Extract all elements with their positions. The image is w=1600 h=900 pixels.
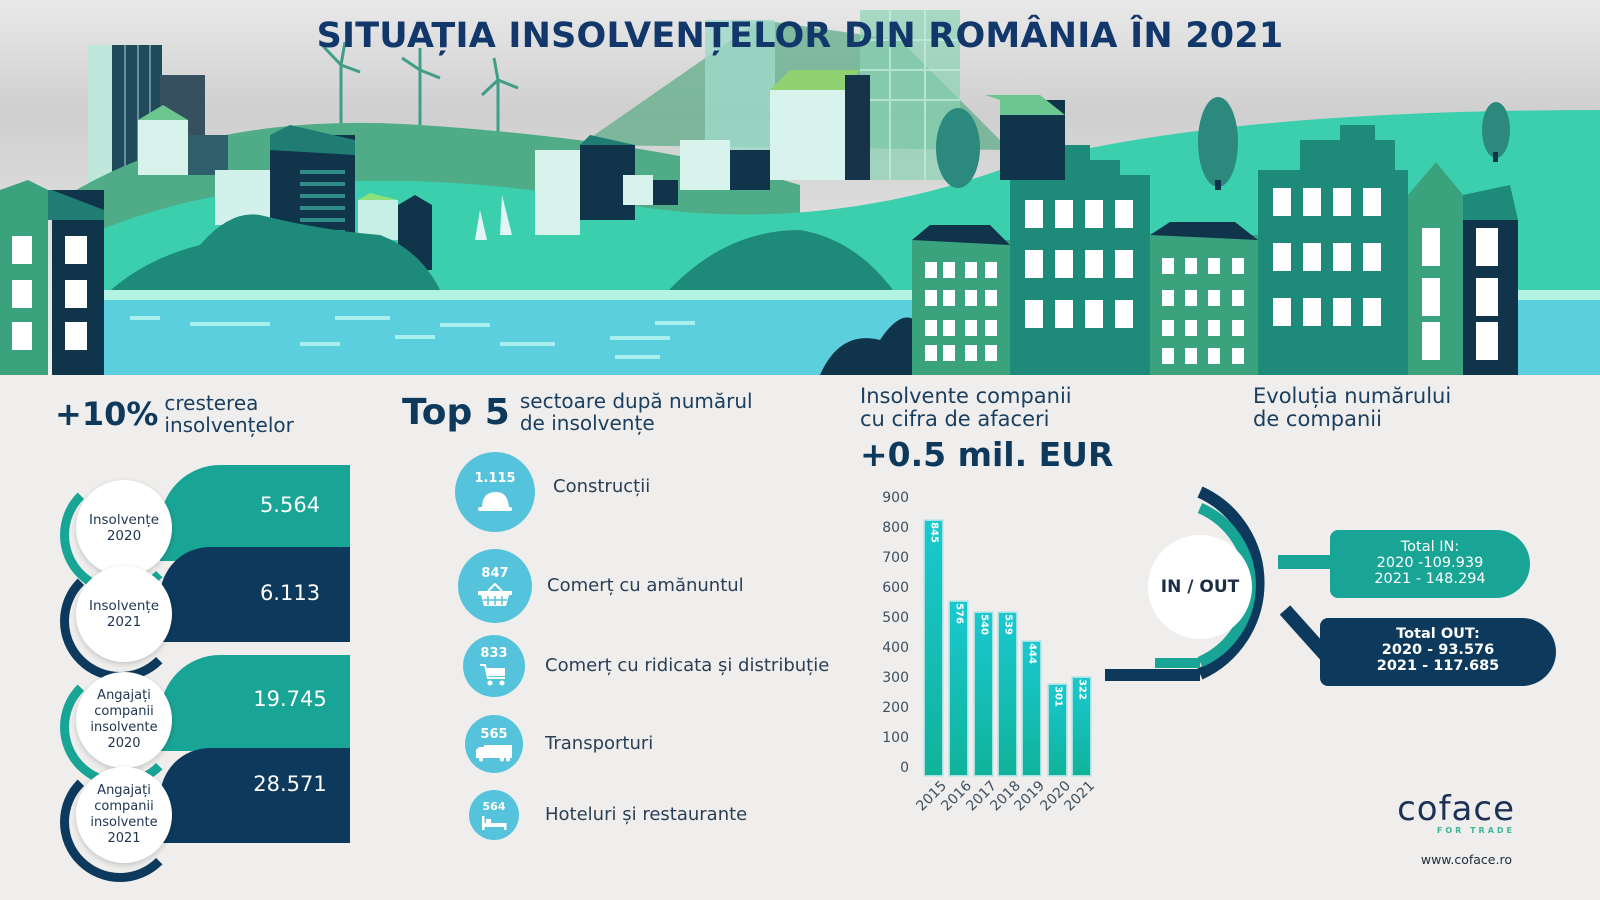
stat-label: Insolvențe 2021 <box>76 566 172 662</box>
stat-band <box>160 547 350 642</box>
bar-2017: 540 <box>975 613 992 775</box>
basket-icon <box>478 582 512 606</box>
stat-label: Angajați companii insolvente 2020 <box>76 672 172 768</box>
sector-badge: 833 <box>463 635 525 697</box>
evolution-header: Evoluția numărului de companii <box>1253 384 1452 431</box>
sector-item: 847 Comerț cu amănuntul <box>455 549 744 623</box>
bar-2020: 301 <box>1049 685 1066 775</box>
stat-label: Insolvențe 2020 <box>76 480 172 576</box>
stat-value: 19.745 <box>253 687 327 711</box>
sector-label: Construcții <box>553 476 651 497</box>
hard-hat-icon <box>478 491 512 511</box>
y-tick: 300 <box>882 670 909 686</box>
stat-value: 6.113 <box>259 581 321 605</box>
y-tick: 900 <box>882 490 909 506</box>
bar-2021: 322 <box>1073 678 1090 775</box>
logo-name: coface <box>1397 789 1515 829</box>
sector-item: 565 Transporturi <box>455 715 653 773</box>
stat-band <box>160 465 350 561</box>
stat-value: 5.564 <box>259 493 321 517</box>
stat-insolvente-2021: 6.113 Insolvențe 2021 <box>60 547 350 681</box>
hero-illustration: SITUAȚIA INSOLVENȚELOR DIN ROMÂNIA ÎN 20… <box>0 0 1600 375</box>
page-title: SITUAȚIA INSOLVENȚELOR DIN ROMÂNIA ÎN 20… <box>316 16 1284 56</box>
y-tick: 200 <box>882 700 909 716</box>
top5-header: Top 5 sectoare după numărul de insolvenț… <box>402 390 753 434</box>
sector-item: 833 Comerț cu ridicata și distribuție <box>455 635 829 697</box>
bar-2015: 845 <box>925 521 942 775</box>
insolvency-bar-chart: 900 800 700 600 500 400 300 200 100 0 84… <box>875 490 1105 820</box>
stat-band <box>160 748 350 843</box>
stat-ring <box>60 762 180 882</box>
stat-angajati-2020: 19.745 Angajați companii insolvente 2020 <box>60 655 350 787</box>
sector-label: Hoteluri și restaurante <box>545 804 748 825</box>
y-tick: 100 <box>882 730 909 746</box>
bed-icon <box>482 815 507 830</box>
top5-subtitle: sectoare după numărul de insolvențe <box>519 389 753 435</box>
bar-2016: 576 <box>950 602 967 775</box>
city-landscape-illustration <box>0 10 1600 375</box>
in-out-label: IN / OUT <box>1148 535 1252 639</box>
turnover-threshold: +0.5 mil. EUR <box>860 435 1114 474</box>
sector-item: 1.115 Construcții <box>455 452 650 532</box>
growth-label: cresterea insolvențelor <box>164 391 294 437</box>
y-tick: 500 <box>882 610 909 626</box>
bar-2019: 444 <box>1023 642 1040 775</box>
coface-logo[interactable]: coface FOR TRADE <box>1380 792 1515 835</box>
y-tick: 400 <box>882 640 909 656</box>
logo-tagline: FOR TRADE <box>1436 826 1515 835</box>
stat-label: Angajați companii insolvente 2021 <box>76 767 172 863</box>
turnover-header: Insolvente companii cu cifra de afaceri … <box>860 384 1114 475</box>
top5-title: Top 5 <box>402 391 510 433</box>
y-tick: 600 <box>882 580 909 596</box>
total-out-pill: Total OUT: 2020 - 93.576 2021 - 117.685 <box>1320 618 1556 686</box>
growth-header: +10% cresterea insolvențelor <box>55 392 294 436</box>
bar-2018: 539 <box>999 613 1016 775</box>
stat-band <box>160 655 350 751</box>
growth-value: +10% <box>55 395 159 433</box>
truck-icon <box>476 744 512 761</box>
total-in-pill: Total IN: 2020 -109.939 2021 - 148.294 <box>1330 530 1530 598</box>
sector-label: Comerț cu amănuntul <box>547 575 744 596</box>
plot-area: 845 576 540 539 444 301 322 <box>875 490 1105 775</box>
sector-label: Transporturi <box>545 733 654 754</box>
stat-value: 28.571 <box>253 772 327 796</box>
shopping-cart-icon <box>480 663 505 685</box>
sector-badge: 565 <box>465 715 523 773</box>
y-tick: 700 <box>882 550 909 566</box>
sector-badge: 1.115 <box>455 452 535 532</box>
website-link[interactable]: www.coface.ro <box>1420 852 1512 867</box>
sector-badge: 564 <box>469 790 519 840</box>
y-tick: 800 <box>882 520 909 536</box>
stat-insolvente-2020: 5.564 Insolvențe 2020 <box>60 465 350 595</box>
stat-angajati-2021: 28.571 Angajați companii insolvente 2021 <box>60 748 350 882</box>
y-tick: 0 <box>900 760 909 776</box>
sector-badge: 847 <box>458 549 532 623</box>
sector-item: 564 Hoteluri și restaurante <box>455 790 747 840</box>
sector-label: Comerț cu ridicata și distribuție <box>545 655 830 676</box>
